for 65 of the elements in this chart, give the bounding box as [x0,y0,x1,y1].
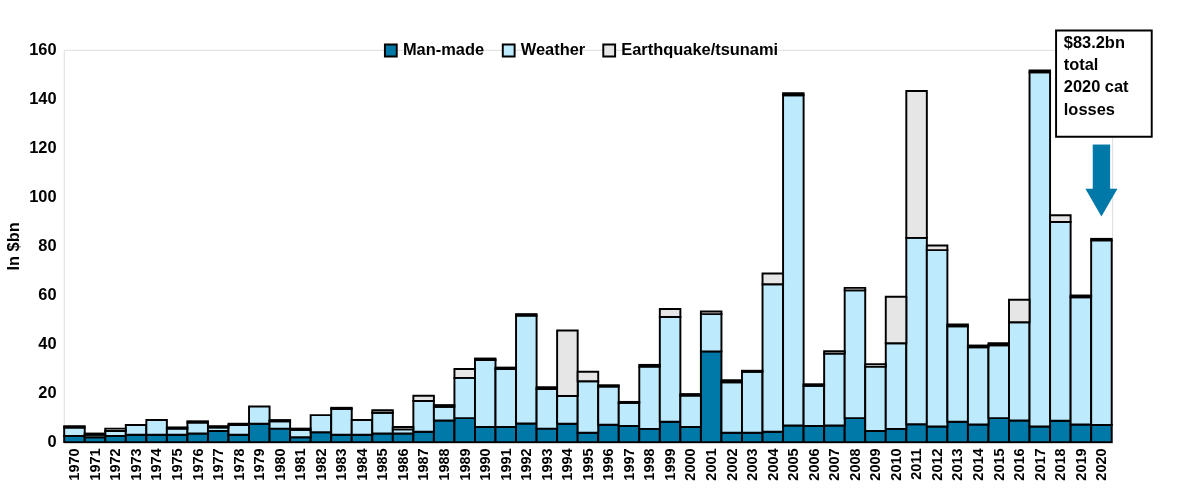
x-tick-label: 2005 [785,448,802,481]
y-tick-label: 160 [29,40,57,59]
x-tick-label: 2010 [887,448,904,481]
y-tick-label: 40 [38,334,57,353]
legend-label: Man-made [402,40,485,59]
x-tick-label: 1989 [456,448,473,481]
y-tick-label: 80 [38,236,57,255]
x-tick-label: 1986 [394,448,411,481]
x-tick-label: 2012 [928,448,945,481]
y-tick-label: 140 [29,89,57,108]
x-tick-label: 1996 [600,448,617,481]
x-tick-label: 1976 [189,448,206,481]
x-tick-label: 1995 [579,448,596,481]
x-tick-label: 2020 [1093,448,1110,481]
x-tick-label: 1972 [107,448,124,481]
x-tick-label: 1977 [210,448,227,481]
x-tick-label: 2014 [970,448,987,481]
x-tick-label: 1999 [661,448,678,481]
x-tick-label: 2002 [723,448,740,481]
y-tick-label: 60 [38,285,57,304]
x-tick-label: 2013 [949,448,966,481]
x-tick-label: 2007 [826,448,843,481]
x-tick-label: 1981 [292,448,309,481]
x-tick-label: 1974 [148,448,165,481]
x-tick-label: 2003 [744,448,761,481]
x-tick-label: 1984 [353,448,370,481]
x-tick-label: 1993 [538,448,555,481]
x-tick-label: 2001 [703,448,720,481]
x-tick-label: 1975 [168,448,185,481]
x-tick-label: 1970 [66,448,83,481]
x-tick-label: 1988 [435,448,452,481]
x-tick-label: 1973 [127,448,144,481]
x-tick-label: 1983 [333,448,350,481]
x-tick-label: 2011 [908,448,925,480]
y-axis-title: In $bn [4,222,23,271]
x-tick-label: 1992 [518,448,535,481]
x-tick-label: 2008 [846,448,863,481]
x-tick-label: 1997 [620,448,637,481]
x-tick-label: 1990 [477,448,494,481]
x-tick-label: 2004 [764,448,781,481]
x-tick-label: 2017 [1031,448,1048,481]
x-tick-label: 1982 [312,448,329,481]
x-tick-label: 2015 [990,448,1007,481]
x-tick-label: 2009 [867,448,884,481]
y-tick-label: 20 [38,383,57,402]
x-tick-label: 1985 [374,448,391,481]
x-tick-label: 1979 [251,448,268,481]
x-tick-label: 1991 [497,448,514,481]
x-tick-label: 1998 [641,448,658,481]
x-tick-label: 2006 [805,448,822,481]
x-tick-label: 1971 [86,448,103,481]
legend-label: Earthquake/tsunami [621,40,779,59]
y-tick-label: 100 [29,187,57,206]
legend-label: Weather [520,40,586,59]
annotation: $83.2bn total 2020 cat losses [1063,32,1130,118]
x-tick-label: 2019 [1072,448,1089,481]
x-tick-label: 2016 [1011,448,1028,481]
x-tick-label: 2018 [1052,448,1069,481]
x-tick-label: 1978 [230,448,247,481]
y-tick-label: 0 [47,432,57,451]
y-tick-label: 120 [29,138,57,157]
x-tick-label: 1994 [559,448,576,481]
x-tick-label: 2000 [682,448,699,481]
x-tick-label: 1980 [271,448,288,481]
x-tick-label: 1987 [415,448,432,481]
